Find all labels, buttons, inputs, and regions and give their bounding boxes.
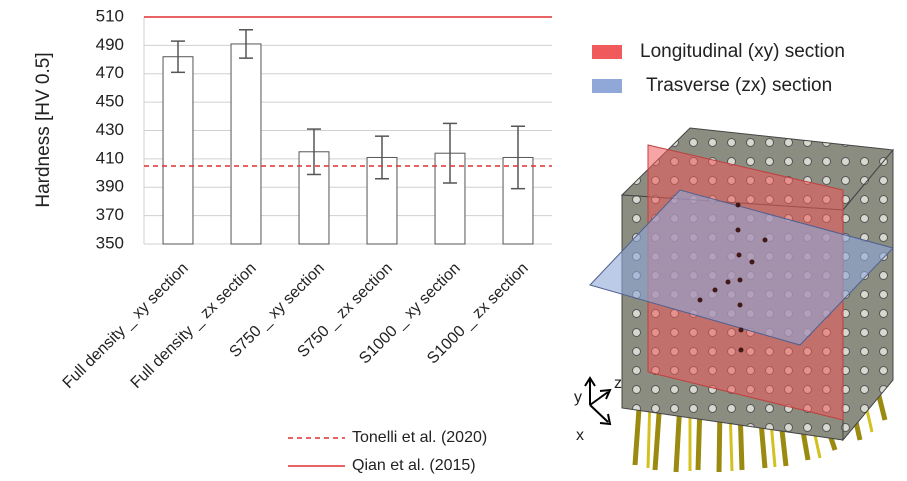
section-label: Longitudinal (xy) section <box>640 41 845 62</box>
legend-label: Tonelli et al. (2020) <box>352 429 487 446</box>
y-tick-label: 450 <box>96 92 124 111</box>
section-swatch <box>592 79 622 93</box>
legend-label: Qian et al. (2015) <box>352 457 476 474</box>
bar <box>231 44 261 244</box>
y-tick-label: 350 <box>96 233 124 252</box>
figure: Hardness [HV 0.5] <box>0 0 907 481</box>
axis-letter: z <box>614 375 622 392</box>
bar <box>163 57 193 244</box>
y-tick-label: 410 <box>96 148 124 167</box>
y-axis-label: Hardness [HV 0.5] <box>33 52 54 207</box>
axis-letter: y <box>574 389 582 406</box>
y-tick-label: 510 <box>96 6 124 25</box>
y-tick-label: 490 <box>96 35 124 54</box>
x-tick-label: Full density _ zx section <box>128 260 260 392</box>
y-tick-label: 390 <box>96 177 124 196</box>
section-swatch <box>592 45 622 59</box>
y-tick-label: 370 <box>96 205 124 224</box>
y-tick-label: 470 <box>96 63 124 82</box>
x-tick-label: Full density _ xy section <box>60 260 192 392</box>
lattice-illustration <box>585 128 893 472</box>
section-label: Trasverse (zx) section <box>646 75 832 96</box>
y-tick-label: 430 <box>96 120 124 139</box>
axis-letter: x <box>576 427 584 444</box>
